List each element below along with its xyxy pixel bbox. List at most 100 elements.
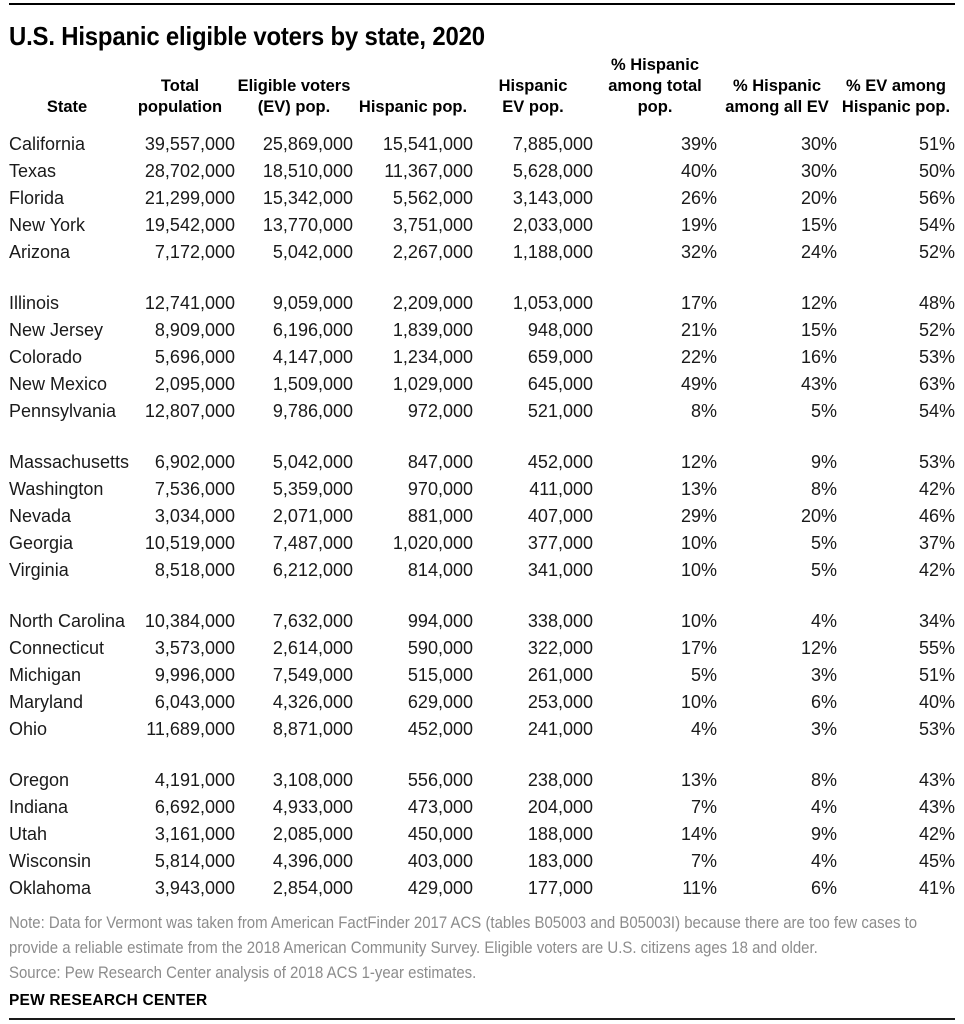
value-cell: 29%	[680, 506, 717, 526]
value-cell: 48%	[918, 293, 955, 313]
value-cell: 17%	[680, 293, 717, 313]
table-row: Illinois 12,741,000 9,059,000 2,209,000 1,05…	[9, 265, 955, 316]
value-cell: 4,147,000	[272, 347, 353, 367]
table-header-row: State Total population Eligible voters (EV) …	[9, 55, 955, 130]
value-cell: 7%	[690, 851, 717, 871]
state-cell: Texas	[9, 161, 57, 181]
footnote-block: Note: Data for Vermont was taken from Am…	[9, 910, 955, 985]
header-line: EV pop.	[502, 98, 564, 116]
value-cell: 3,034,000	[154, 506, 235, 526]
value-cell: 39,557,000	[144, 134, 235, 154]
value-cell: 5,042,000	[272, 242, 353, 262]
header-line: among total	[608, 77, 702, 95]
value-cell: 403,000	[407, 851, 473, 871]
table-row: Oregon 4,191,000 3,108,000 556,000 238,000 13…	[9, 742, 955, 793]
value-cell: 9,996,000	[154, 665, 235, 685]
table-row: Oklahoma 3,943,000 2,854,000 429,000 177,000…	[9, 874, 955, 901]
value-cell: 241,000	[527, 719, 593, 739]
value-cell: 177,000	[527, 878, 593, 898]
value-cell: 5,042,000	[272, 452, 353, 472]
value-cell: 9%	[810, 452, 837, 472]
value-cell: 3%	[810, 719, 837, 739]
value-cell: 972,000	[407, 401, 473, 421]
value-cell: 204,000	[527, 797, 593, 817]
value-cell: 7,172,000	[154, 242, 235, 262]
value-cell: 5%	[690, 665, 717, 685]
table-row: Nevada 3,034,000 2,071,000 881,000 407,000 29…	[9, 502, 955, 529]
header-cell: % Hispanic among total pop.	[593, 55, 717, 130]
value-cell: 11%	[682, 878, 717, 898]
value-cell: 53%	[918, 347, 955, 367]
value-cell: 37%	[918, 533, 955, 553]
value-cell: 6,902,000	[154, 452, 235, 472]
header-cell: Eligible voters (EV) pop.	[235, 55, 353, 130]
state-cell: Michigan	[9, 665, 82, 685]
state-cell: Nevada	[9, 506, 72, 526]
value-cell: 7,536,000	[154, 479, 235, 499]
value-cell: 473,000	[407, 797, 473, 817]
value-cell: 24%	[800, 242, 837, 262]
value-cell: 11,367,000	[384, 161, 473, 181]
value-cell: 12%	[800, 638, 837, 658]
value-cell: 7,632,000	[272, 611, 353, 631]
source-line: Source: Pew Research Center analysis of …	[9, 963, 477, 982]
value-cell: 4%	[810, 611, 837, 631]
value-cell: 6,043,000	[154, 692, 235, 712]
value-cell: 12,741,000	[144, 293, 235, 313]
table-row: Arizona 7,172,000 5,042,000 2,267,000 1,188,…	[9, 238, 955, 265]
value-cell: 30%	[800, 134, 837, 154]
state-cell: Wisconsin	[9, 851, 92, 871]
value-cell: 4,933,000	[272, 797, 353, 817]
value-cell: 63%	[918, 374, 955, 394]
value-cell: 4,326,000	[272, 692, 353, 712]
table-row: New York 19,542,000 13,770,000 3,751,000 2,0…	[9, 211, 955, 238]
value-cell: 25,869,000	[262, 134, 353, 154]
state-cell: Illinois	[9, 293, 60, 313]
value-cell: 15%	[800, 215, 837, 235]
value-cell: 5%	[810, 560, 837, 580]
value-cell: 11,689,000	[146, 719, 235, 739]
value-cell: 4,396,000	[272, 851, 353, 871]
value-cell: 43%	[800, 374, 837, 394]
header-line: Hispanic pop.	[358, 98, 468, 116]
value-cell: 51%	[918, 134, 955, 154]
value-cell: 17%	[680, 638, 717, 658]
value-cell: 16%	[800, 347, 837, 367]
value-cell: 322,000	[527, 638, 593, 658]
table-row: Florida 21,299,000 15,342,000 5,562,000 3,14…	[9, 184, 955, 211]
header-cell: % EV among Hispanic pop.	[837, 55, 955, 130]
state-cell: Arizona	[9, 242, 71, 262]
value-cell: 1,053,000	[512, 293, 593, 313]
value-cell: 19%	[680, 215, 717, 235]
header-cell: Hispanic pop.	[353, 55, 473, 130]
state-cell: New Mexico	[9, 374, 108, 394]
table-row: California 39,557,000 25,869,000 15,541,000…	[9, 130, 955, 157]
value-cell: 42%	[918, 479, 955, 499]
value-cell: 54%	[918, 401, 955, 421]
value-cell: 22%	[680, 347, 717, 367]
table-row: North Carolina 10,384,000 7,632,000 994,000…	[9, 583, 955, 634]
header-line: Total	[160, 77, 200, 95]
value-cell: 4%	[690, 719, 717, 739]
state-cell: Utah	[9, 824, 48, 844]
value-cell: 7,487,000	[272, 533, 353, 553]
value-cell: 51%	[918, 665, 955, 685]
value-cell: 2,095,000	[154, 374, 235, 394]
value-cell: 1,020,000	[392, 533, 473, 553]
header-cell: State	[9, 55, 125, 130]
value-cell: 18,510,000	[262, 161, 353, 181]
value-cell: 4%	[810, 851, 837, 871]
value-cell: 3,143,000	[512, 188, 593, 208]
value-cell: 645,000	[527, 374, 593, 394]
value-cell: 55%	[918, 638, 955, 658]
value-cell: 13%	[680, 479, 717, 499]
value-cell: 8%	[810, 770, 837, 790]
header-line: Hispanic	[498, 77, 568, 95]
value-cell: 6,196,000	[272, 320, 353, 340]
value-cell: 13%	[680, 770, 717, 790]
note-line: provide a reliable estimate from the 201…	[9, 938, 818, 957]
value-cell: 407,000	[527, 506, 593, 526]
value-cell: 9,059,000	[272, 293, 353, 313]
table-row: Washington 7,536,000 5,359,000 970,000 411,0…	[9, 475, 955, 502]
value-cell: 30%	[800, 161, 837, 181]
